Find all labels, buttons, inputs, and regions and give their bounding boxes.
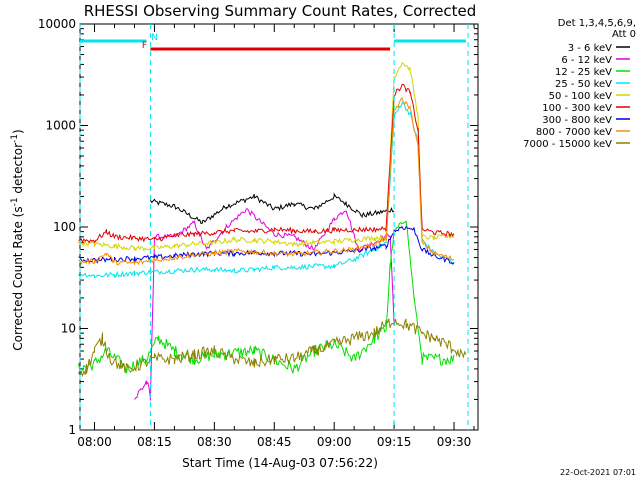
y-tick-label: 1000 [45,119,76,133]
footer-timestamp: 22-Oct-2021 07:01 [560,468,636,477]
legend-label: 100 - 300 keV [542,103,612,114]
legend-label: 12 - 25 keV [555,67,612,78]
y-axis-label: Corrected Count Rate (s-1 detector-1) [10,129,25,350]
flag-label-saa: N [151,33,158,43]
series-line-2 [78,220,455,375]
y-tick-label: 10000 [38,17,76,31]
y-tick-label: 100 [53,220,76,234]
legend-label: 3 - 6 keV [568,43,612,54]
series-line-0 [149,192,395,224]
legend-label: 25 - 50 keV [555,79,612,90]
y-tick-label: 10 [61,322,76,336]
series-line-1 [134,208,395,401]
legend-header-line: Att 0 [612,29,636,40]
series-line-4 [78,61,455,252]
series-line-8 [78,318,467,378]
x-tick-label: 08:15 [137,435,172,449]
x-tick-label: 08:30 [197,435,232,449]
legend-label: 50 - 100 keV [549,91,613,102]
flag-label-flare: F [142,41,147,51]
legend-header-line: Det 1,3,4,5,6,9, [558,18,636,29]
svg-text:Corrected Count Rate (s-1 dete: Corrected Count Rate (s-1 detector-1) [10,129,25,350]
legend-label: 300 - 800 keV [542,115,612,126]
x-axis-label: Start Time (14-Aug-03 07:56:22) [182,456,378,470]
y-tick-label: 1 [68,423,76,437]
series-line-7 [78,96,455,266]
x-tick-label: 08:45 [257,435,292,449]
x-tick-label: 09:15 [377,435,412,449]
legend-label: 6 - 12 keV [561,55,612,66]
plot-area: 1 10 100 1000 10000 08:00 08:15 08:30 08:45 09:00… [38,17,479,449]
legend-label: 800 - 7000 keV [536,127,612,138]
chart-title: RHESSI Observing Summary Count Rates, Co… [84,2,477,20]
x-tick-label: 08:00 [77,435,112,449]
x-tick-label: 09:30 [437,435,472,449]
legend-label: 7000 - 15000 keV [523,139,612,150]
x-tick-label: 09:00 [317,435,352,449]
series-line-5 [78,83,455,244]
series-line-3 [78,101,455,279]
